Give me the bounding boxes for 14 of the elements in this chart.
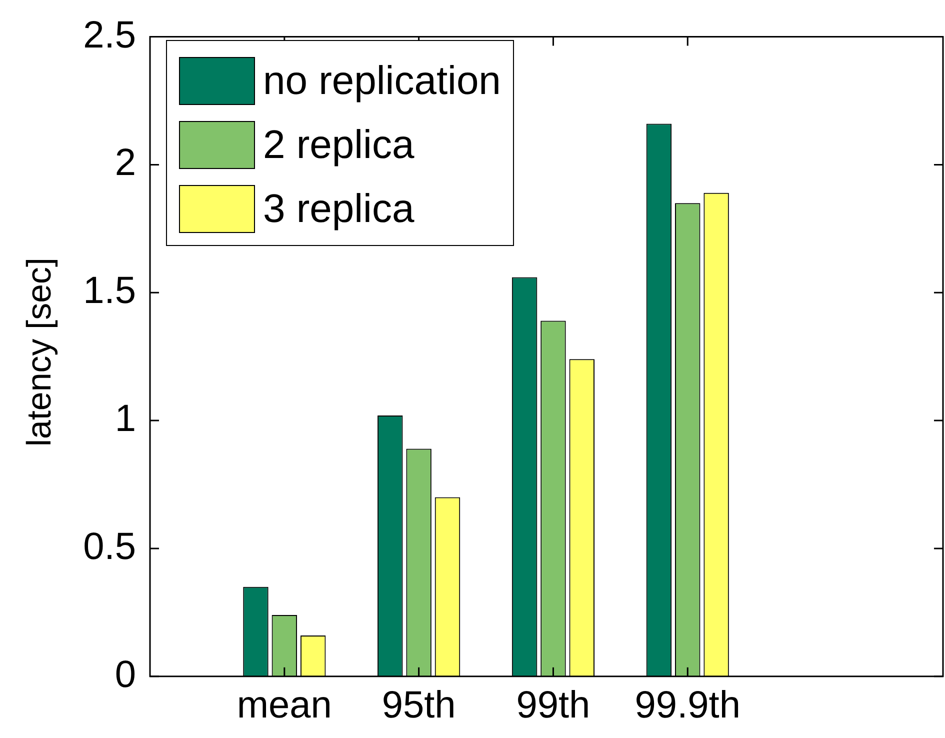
y-tick-label: 1.5 (83, 270, 136, 312)
x-tick-label: mean (236, 684, 332, 727)
y-axis-title: latency [sec] (20, 258, 60, 446)
y-tick-label: 2.5 (83, 14, 136, 56)
x-tick-label: 99.9th (634, 684, 740, 727)
legend-label: no replication (263, 58, 501, 104)
y-tick-label: 2 (114, 142, 136, 184)
legend-label: 2 replica (263, 122, 414, 168)
y-tick-label: 0 (114, 654, 136, 696)
y-tick-label: 0.5 (83, 526, 136, 568)
x-tick-label: 95th (382, 684, 456, 727)
y-tick-label: 1 (114, 398, 136, 440)
legend-label: 3 replica (263, 186, 414, 232)
x-tick-label: 99th (516, 684, 590, 727)
